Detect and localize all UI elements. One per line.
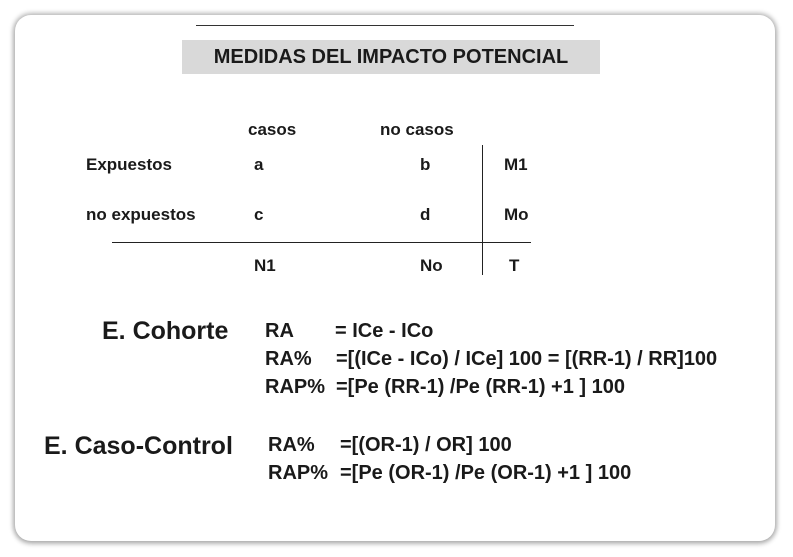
table-horizontal-divider [112, 242, 531, 243]
row-label-expuestos: Expuestos [86, 155, 172, 174]
row-label-no-expuestos: no expuestos [86, 205, 196, 224]
col-header-no-casos: no casos [380, 120, 454, 139]
row-total-mo: Mo [504, 205, 529, 224]
table-vertical-divider [482, 145, 483, 275]
caso-control-rapct-term: RA% [268, 434, 315, 456]
col-header-casos: casos [248, 120, 297, 139]
caso-control-rap-expr: =[Pe (OR-1) /Pe (OR-1) +1 ] 100 [340, 462, 632, 484]
cell-c: c [254, 205, 264, 224]
col-total-n1: N1 [254, 256, 276, 275]
cell-b: b [420, 155, 431, 174]
cohorte-rap-expr: =[Pe (RR-1) /Pe (RR-1) +1 ] 100 [336, 376, 625, 398]
top-divider [196, 25, 574, 26]
row-total-m1: M1 [504, 155, 528, 174]
cell-a: a [254, 155, 264, 174]
grand-total-t: T [509, 256, 520, 275]
cohorte-ra-term: RA [265, 320, 294, 342]
page-title: MEDIDAS DEL IMPACTO POTENCIAL [182, 40, 600, 74]
cell-d: d [420, 205, 431, 224]
col-total-no: No [420, 256, 443, 275]
cohorte-rap-term: RAP% [265, 376, 326, 398]
cohorte-label: E. Cohorte [102, 317, 229, 345]
caso-control-rapct-expr: =[(OR-1) / OR] 100 [340, 434, 512, 456]
cohorte-rapct-term: RA% [265, 348, 312, 370]
slide-frame [15, 15, 775, 541]
caso-control-rap-term: RAP% [268, 462, 329, 484]
caso-control-label: E. Caso-Control [44, 432, 233, 460]
cohorte-rapct-expr: =[(ICe - ICo) / ICe] 100 = [(RR-1) / RR]… [336, 348, 718, 370]
cohorte-ra-expr: = ICe - ICo [335, 320, 434, 342]
